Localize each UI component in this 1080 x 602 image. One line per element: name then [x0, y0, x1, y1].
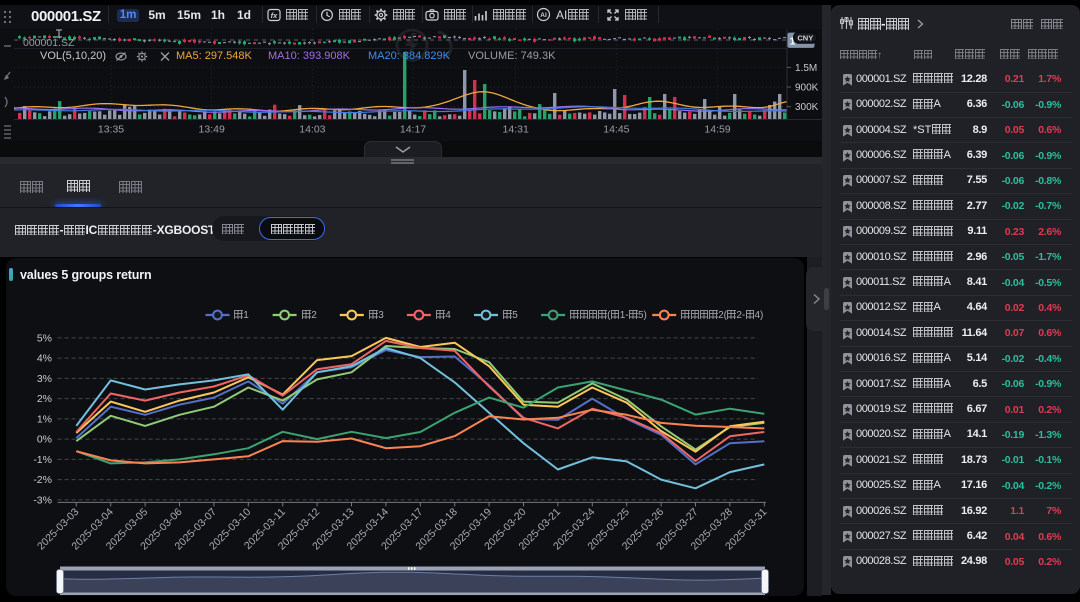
svg-text:14:03: 14:03	[299, 124, 325, 136]
svg-text:1.5M: 1.5M	[795, 63, 817, 74]
svg-text:1: 1	[790, 36, 796, 48]
svg-text:14:17: 14:17	[400, 124, 426, 136]
svg-text:14:31: 14:31	[503, 124, 529, 136]
svg-text:CNY: CNY	[797, 33, 813, 42]
svg-text:300K: 300K	[795, 102, 819, 113]
svg-text:14:45: 14:45	[603, 124, 629, 136]
svg-text:5%: 5%	[37, 332, 52, 344]
svg-text:1%: 1%	[37, 413, 52, 425]
svg-text:000001.SZ: 000001.SZ	[23, 37, 75, 49]
svg-text:3%: 3%	[37, 373, 52, 385]
svg-text:fx: fx	[271, 11, 278, 20]
svg-text:-2%: -2%	[33, 474, 52, 486]
svg-text:0%: 0%	[37, 434, 52, 446]
svg-text:-1%: -1%	[33, 454, 52, 466]
svg-text:13:49: 13:49	[199, 124, 225, 136]
svg-text:4%: 4%	[37, 353, 52, 365]
svg-text:AI: AI	[540, 12, 547, 19]
svg-text:13:35: 13:35	[98, 124, 124, 136]
svg-text:2%: 2%	[37, 393, 52, 405]
svg-text:900K: 900K	[795, 83, 819, 94]
svg-text:14:59: 14:59	[704, 124, 730, 136]
svg-text:-3%: -3%	[33, 494, 52, 506]
